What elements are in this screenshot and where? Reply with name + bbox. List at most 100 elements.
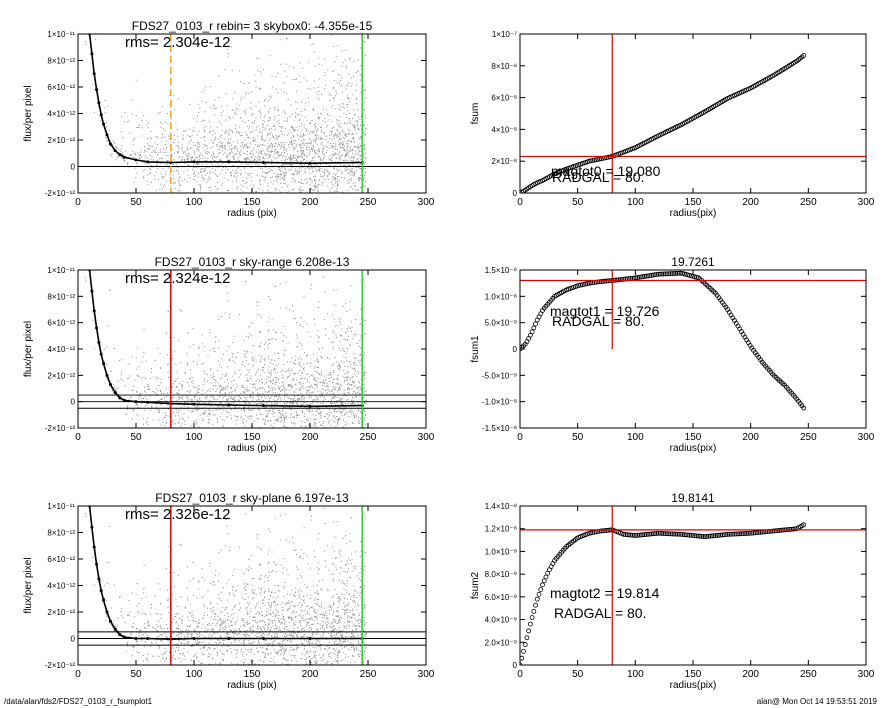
- scatter-point: [352, 449, 353, 450]
- scatter-point: [203, 381, 205, 383]
- scatter-point: [316, 150, 318, 152]
- scatter-point: [212, 205, 213, 206]
- scatter-point: [347, 330, 349, 332]
- scatter-point: [260, 114, 262, 116]
- scatter-point: [318, 98, 320, 100]
- scatter-point: [336, 119, 338, 121]
- scatter-point: [171, 118, 173, 120]
- scatter-point: [261, 132, 263, 134]
- scatter-point: [314, 150, 316, 152]
- pixel-scatter: [85, 273, 367, 469]
- scatter-point: [226, 105, 228, 107]
- scatter-point: [216, 196, 217, 197]
- scatter-point: [120, 371, 122, 373]
- scatter-point: [306, 389, 308, 391]
- scatter-point: [166, 165, 168, 167]
- scatter-point: [351, 414, 353, 416]
- scatter-point: [346, 116, 348, 118]
- scatter-point: [286, 63, 287, 65]
- scatter-point: [212, 130, 214, 132]
- scatter-point: [175, 364, 177, 366]
- scatter-point: [285, 169, 286, 171]
- scatter-point: [207, 380, 208, 382]
- scatter-point: [204, 111, 206, 113]
- scatter-point: [182, 137, 184, 139]
- scatter-point: [356, 395, 358, 397]
- scatter-point: [337, 419, 339, 421]
- scatter-point: [360, 150, 362, 152]
- scatter-point: [354, 415, 356, 417]
- scatter-point: [349, 57, 351, 59]
- scatter-point: [87, 10, 88, 11]
- scatter-point: [306, 143, 308, 144]
- scatter-point: [248, 173, 250, 175]
- scatter-point: [173, 182, 175, 184]
- scatter-point: [167, 163, 169, 165]
- scatter-point: [234, 399, 235, 401]
- scatter-point: [277, 352, 279, 354]
- scatter-point: [338, 144, 340, 146]
- scatter-point: [347, 133, 349, 135]
- scatter-point: [331, 376, 332, 378]
- scatter-point: [314, 126, 316, 128]
- scatter-point: [268, 356, 269, 358]
- scatter-point: [296, 171, 298, 173]
- scatter-point: [346, 146, 348, 148]
- scatter-point: [157, 168, 159, 170]
- scatter-point: [244, 392, 246, 394]
- scatter-point: [278, 387, 280, 389]
- scatter-point: [347, 143, 349, 145]
- scatter-point: [256, 313, 258, 315]
- scatter-point: [313, 399, 315, 400]
- scatter-point: [284, 175, 285, 177]
- scatter-point: [248, 158, 250, 160]
- scatter-point: [195, 175, 197, 177]
- scatter-point: [316, 367, 318, 369]
- scatter-point: [292, 177, 294, 179]
- scatter-point: [245, 131, 247, 133]
- scatter-point: [188, 135, 190, 137]
- scatter-point: [245, 335, 247, 337]
- scatter-point: [209, 400, 211, 402]
- scatter-point: [333, 167, 334, 169]
- scatter-point: [184, 373, 186, 374]
- scatter-point: [220, 135, 222, 137]
- scatter-point: [287, 342, 289, 344]
- scatter-point: [290, 198, 291, 199]
- scatter-point: [155, 392, 157, 394]
- scatter-point: [286, 307, 287, 309]
- scatter-point: [236, 149, 238, 151]
- scatter-point: [222, 390, 223, 391]
- scatter-point: [175, 387, 177, 388]
- scatter-point: [242, 386, 244, 388]
- scatter-point: [317, 449, 318, 450]
- scatter-point: [348, 134, 350, 136]
- scatter-point: [220, 201, 221, 202]
- scatter-point: [244, 401, 246, 403]
- scatter-point: [264, 364, 265, 366]
- scatter-point: [195, 157, 197, 159]
- scatter-point: [293, 417, 295, 419]
- scatter-point: [326, 386, 327, 387]
- scatter-point: [286, 148, 288, 150]
- scatter-point: [318, 381, 320, 383]
- scatter-point: [271, 359, 273, 361]
- scatter-point: [135, 177, 137, 178]
- scatter-point: [349, 151, 351, 153]
- scatter-point: [243, 340, 245, 342]
- scatter-point: [176, 151, 178, 153]
- scatter-point: [359, 451, 360, 452]
- scatter-point: [265, 416, 267, 418]
- scatter-point: [143, 437, 144, 438]
- scatter-point: [293, 398, 295, 400]
- scatter-point: [312, 148, 314, 150]
- scatter-point: [354, 185, 356, 187]
- scatter-point: [189, 140, 191, 142]
- scatter-point: [353, 173, 355, 175]
- scatter-point: [300, 392, 302, 394]
- scatter-point: [143, 352, 145, 354]
- scatter-point: [296, 402, 297, 404]
- scatter-point: [304, 468, 305, 469]
- scatter-point: [255, 151, 257, 153]
- scatter-point: [284, 179, 285, 181]
